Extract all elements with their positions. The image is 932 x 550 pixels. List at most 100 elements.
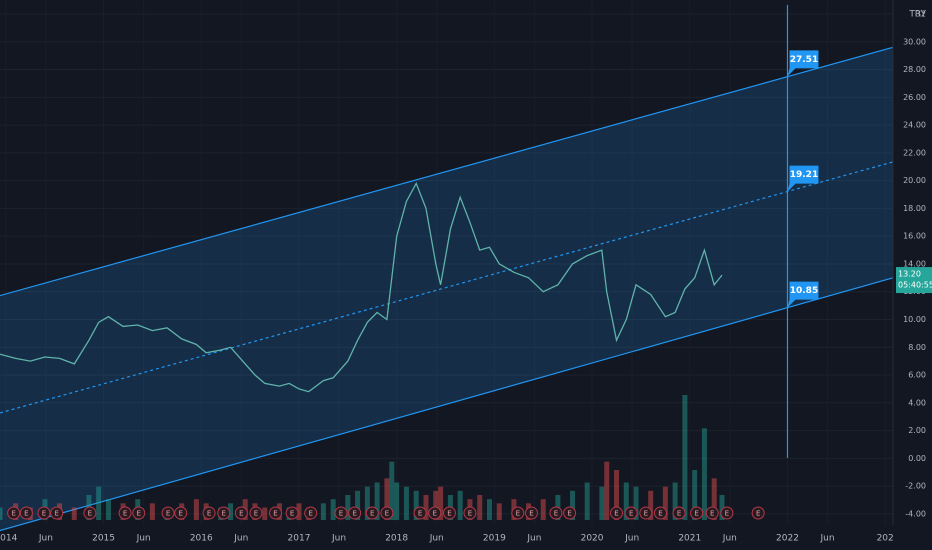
earnings-label: E — [273, 510, 277, 518]
earnings-label: E — [239, 510, 243, 518]
earnings-label: E — [658, 510, 662, 518]
earnings-marker — [202, 506, 216, 520]
earnings-marker — [249, 506, 263, 520]
earnings-marker — [751, 506, 765, 520]
channel-fill — [0, 47, 893, 531]
volume-bar — [438, 486, 444, 520]
volume-bar — [701, 428, 707, 520]
x-tick-label: 2021 — [678, 534, 701, 544]
earnings-label: E — [370, 510, 374, 518]
x-tick-label: Jun — [331, 534, 346, 544]
earnings-label: E — [529, 510, 533, 518]
earnings-marker — [525, 506, 539, 520]
earnings-marker — [37, 506, 51, 520]
volume-bar — [330, 499, 336, 520]
earnings-marker — [549, 506, 563, 520]
y-tick-label: 10.00 — [903, 315, 926, 324]
earnings-label: E — [254, 510, 258, 518]
earnings-label: E — [694, 510, 698, 518]
earnings-marker — [720, 506, 734, 520]
volume-bar — [389, 461, 395, 520]
y-tick-label: 22.00 — [903, 148, 926, 157]
volume-bar — [614, 470, 620, 520]
earnings-marker — [413, 506, 427, 520]
x-tick-label: Jun — [233, 534, 248, 544]
volume-bar — [486, 499, 492, 520]
earnings-label: E — [207, 510, 211, 518]
earnings-marker — [624, 506, 638, 520]
volume-bar — [320, 503, 326, 520]
currency: TRY — [908, 10, 926, 20]
volume-bar — [413, 490, 419, 520]
x-tick-label: Jun — [624, 534, 639, 544]
earnings-marker — [653, 506, 667, 520]
earnings-label: E — [447, 510, 451, 518]
y-tick-label: 0.00 — [908, 454, 926, 463]
earnings-marker — [442, 506, 456, 520]
earnings-marker — [161, 506, 175, 520]
x-tick-label: 2019 — [483, 534, 506, 544]
y-tick-label: 4.00 — [908, 398, 926, 407]
earnings-marker — [705, 506, 719, 520]
volume-bar — [662, 486, 668, 520]
volume-bar — [105, 499, 111, 520]
x-tick-label: Jun — [526, 534, 541, 544]
volume-bar — [423, 495, 429, 520]
earnings-marker — [50, 506, 64, 520]
earnings-label: E — [308, 510, 312, 518]
earnings-label: E — [137, 510, 141, 518]
x-tick-label: Jun — [722, 534, 737, 544]
y-tick-label: -2.00 — [905, 482, 926, 491]
volume-bar — [193, 499, 199, 520]
volume-bar — [719, 495, 725, 520]
x-tick-label: Jun — [820, 534, 835, 544]
earnings-label: E — [756, 510, 760, 518]
x-tick-label: 2018 — [385, 534, 408, 544]
volume-bar — [296, 503, 302, 520]
y-tick-label: 14.00 — [903, 259, 926, 268]
earnings-label: E — [385, 510, 389, 518]
volume-bar — [648, 490, 654, 520]
earnings-marker — [304, 506, 318, 520]
volume-bar — [355, 490, 361, 520]
earnings-label: E — [516, 510, 520, 518]
earnings-label: E — [42, 510, 46, 518]
volume-bar — [711, 478, 717, 520]
y-tick-label: 18.00 — [903, 204, 926, 213]
marker-label: 27.51 — [790, 55, 818, 65]
volume-bar — [599, 486, 605, 520]
last-price-label: 13.20 — [898, 270, 921, 279]
channel-middle — [0, 161, 894, 414]
x-tick-label: 202 — [877, 534, 894, 544]
earnings-marker — [463, 506, 477, 520]
earnings-label: E — [433, 510, 437, 518]
countdown: 05:40:55 — [898, 281, 932, 290]
volume-bar — [570, 490, 576, 520]
earnings-label: E — [725, 510, 729, 518]
earnings-label: E — [418, 510, 422, 518]
volume-bar — [682, 395, 688, 520]
earnings-marker — [365, 506, 379, 520]
earnings-marker — [380, 506, 394, 520]
earnings-label: E — [123, 510, 127, 518]
earnings-label: E — [468, 510, 472, 518]
earnings-marker — [285, 506, 299, 520]
volume-bar — [374, 482, 380, 520]
earnings-label: E — [629, 510, 633, 518]
earnings-marker — [132, 506, 146, 520]
x-tick-label: 2022 — [776, 534, 799, 544]
earnings-label: E — [179, 510, 183, 518]
x-tick-label: Jun — [136, 534, 151, 544]
y-tick-label: 26.00 — [903, 93, 926, 102]
earnings-marker — [639, 506, 653, 520]
earnings-marker — [234, 506, 248, 520]
volume-bar — [96, 486, 102, 520]
x-tick-label: 2016 — [190, 534, 213, 544]
volume-bar — [692, 470, 698, 520]
marker-label-box — [787, 165, 819, 192]
y-tick-label: -4.00 — [905, 509, 926, 518]
volume-bar — [71, 507, 77, 520]
earnings-marker — [428, 506, 442, 520]
